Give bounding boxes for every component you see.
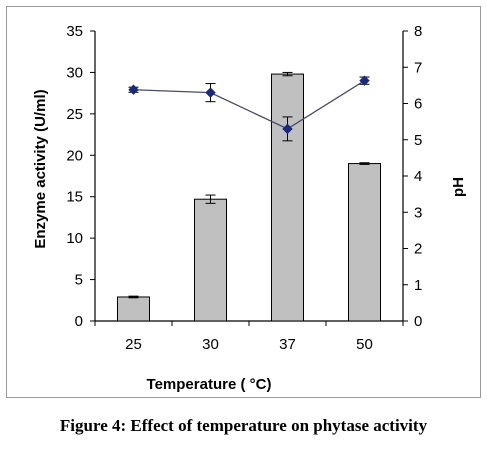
- chart-svg: 0 5 10 15 20 25 30 35 0 1 2 3 4 5 6 7 8 25 30 37 50 Temperat…: [32, 23, 467, 393]
- x-axis-title: Temperature ( °C): [147, 376, 272, 393]
- y2-tick-label: 2: [414, 241, 422, 258]
- y-tick-label: 25: [66, 106, 83, 123]
- y-tick-label: 10: [66, 230, 83, 247]
- y-axis-title: Enzyme activity (U/ml): [32, 89, 49, 248]
- bar: [271, 73, 304, 322]
- y2-tick-label: 4: [414, 168, 422, 185]
- x-tick-label: 25: [125, 336, 142, 353]
- bar: [117, 296, 150, 322]
- ph-point: [282, 123, 293, 135]
- bar: [348, 163, 381, 322]
- chart-frame: 0 5 10 15 20 25 30 35 0 1 2 3 4 5 6 7 8 25 30 37 50 Temperat…: [6, 6, 481, 398]
- y-tick-label: 35: [66, 23, 83, 40]
- bar: [194, 198, 227, 322]
- y2-tick-label: 6: [414, 96, 422, 113]
- figure-caption: Figure 4: Effect of temperature on phyta…: [59, 416, 428, 435]
- y-tick-label: 5: [75, 272, 83, 289]
- y-tick-label: 0: [75, 313, 83, 330]
- y2-tick-label: 7: [414, 59, 422, 76]
- y-tick-label: 30: [66, 64, 83, 81]
- y2-tick-label: 1: [414, 277, 422, 294]
- ph-series-line: [133, 80, 365, 130]
- x-tick-label: 50: [356, 336, 373, 353]
- x-tick-label: 30: [202, 336, 219, 353]
- ph-point: [128, 84, 139, 95]
- y2-tick-label: 8: [414, 23, 422, 40]
- y2-axis-title: pH: [450, 177, 467, 197]
- y2-tick-label: 3: [414, 204, 422, 221]
- y-tick-label: 20: [66, 147, 83, 164]
- ph-point: [359, 75, 370, 86]
- y2-tick-label: 5: [414, 132, 422, 149]
- y2-tick-label: 0: [414, 313, 422, 330]
- ph-point: [205, 87, 216, 98]
- y-tick-label: 15: [66, 189, 83, 206]
- x-tick-label: 37: [279, 336, 296, 353]
